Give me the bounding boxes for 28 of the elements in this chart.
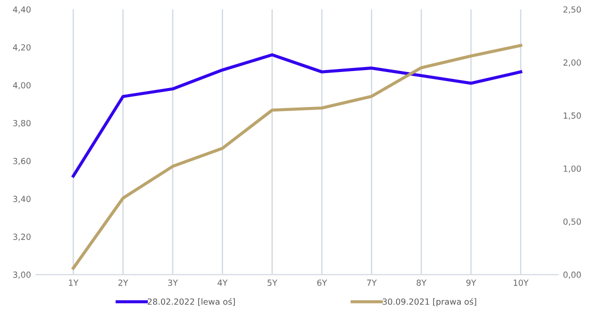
y-tick-label: 3,00 xyxy=(13,272,31,279)
y-tick-label: 3,80 xyxy=(13,120,31,128)
y-tick-label: 4,40 xyxy=(12,6,31,14)
y2-tick-label: 2,00 xyxy=(563,59,581,67)
y-tick-label: 3,20 xyxy=(13,234,31,241)
y2-tick-label: 0,50 xyxy=(563,218,581,226)
legend-label: 30.09.2021 [prawa oś] xyxy=(382,298,476,306)
y-tick-label: 3,40 xyxy=(13,196,31,203)
x-tick-label: 7Y xyxy=(367,280,377,286)
x-tick-label: 9Y xyxy=(466,280,476,286)
y2-tick-label: 0,00 xyxy=(563,272,581,279)
y-tick-label: 4,20 xyxy=(12,44,31,52)
y2-tick-label: 2,50 xyxy=(563,6,581,14)
legend-label: 28.02.2022 [lewa oś] xyxy=(148,298,235,306)
x-tick-label: 10Y xyxy=(514,280,529,286)
line-series xyxy=(72,53,522,178)
x-tick-label: 1Y xyxy=(69,280,78,286)
y-tick-label: 4,00 xyxy=(12,82,31,90)
y2-tick-label: 1,50 xyxy=(564,112,581,120)
x-tick-label: 3Y xyxy=(168,280,178,286)
x-tick-label: 8Y xyxy=(416,280,426,286)
x-tick-label: 6Y xyxy=(317,280,328,286)
x-tick-label: 4Y xyxy=(218,280,228,286)
x-tick-label: 2Y xyxy=(118,280,128,286)
line-series xyxy=(72,44,522,270)
y-tick-label: 3,60 xyxy=(13,158,31,166)
x-tick-label: 5Y xyxy=(268,280,278,286)
y2-tick-label: 1,00 xyxy=(564,165,581,173)
